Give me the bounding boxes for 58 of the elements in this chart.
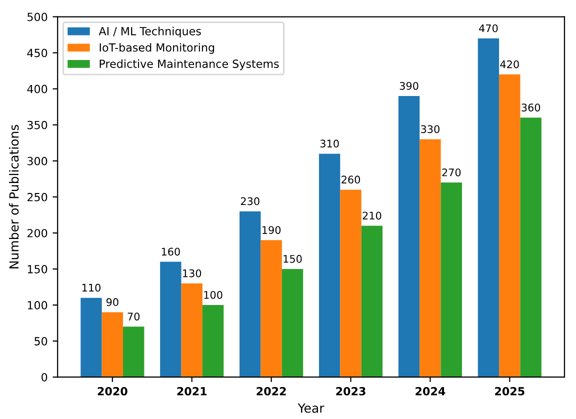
x-tick-label: 2020 (98, 387, 128, 396)
bar (499, 74, 520, 378)
data-label: 420 (500, 60, 519, 68)
data-label: 310 (320, 140, 339, 148)
data-label: 150 (284, 254, 302, 263)
x-tick-label: 2025 (495, 387, 524, 396)
bar (318, 154, 340, 378)
y-axis-title: Number of Publications (9, 124, 19, 268)
y-tick-label: 300 (28, 156, 48, 166)
data-label: 190 (262, 226, 281, 234)
x-tick-label: 2021 (177, 387, 207, 396)
data-label: 230 (240, 197, 260, 206)
data-label: 100 (204, 290, 222, 299)
y-tick-label: 100 (28, 301, 48, 310)
data-label: 360 (522, 104, 540, 112)
bar (340, 190, 362, 378)
bar (478, 38, 500, 378)
bar (102, 312, 124, 378)
x-tick-label: 2024 (416, 387, 446, 396)
data-label: 270 (442, 168, 461, 176)
bar (282, 269, 304, 378)
bar (420, 139, 441, 378)
y-tick-label: 0 (42, 373, 48, 382)
data-label: 130 (183, 269, 202, 278)
y-tick-label: 150 (28, 264, 48, 274)
bar (123, 326, 144, 378)
bar (520, 118, 542, 378)
bar (80, 298, 102, 378)
data-label: 470 (479, 24, 498, 32)
bar (240, 211, 261, 378)
data-label: 390 (400, 82, 418, 90)
x-tick-label: 2023 (336, 387, 366, 396)
y-tick-label: 200 (27, 228, 48, 238)
data-label: 260 (342, 176, 360, 184)
data-label: 330 (421, 125, 440, 134)
y-tick-label: 250 (27, 192, 48, 202)
y-tick-label: 50 (34, 337, 48, 346)
y-tick-label: 350 (28, 120, 48, 130)
legend-label: Predictive Maintenance Systems (100, 59, 279, 70)
x-axis-title: Year (298, 404, 324, 413)
bar (260, 240, 282, 378)
bar (361, 226, 383, 378)
legend-label: IoT-based Monitoring (100, 43, 214, 54)
bar (181, 283, 202, 378)
data-label: 110 (82, 284, 100, 292)
legend-label: AI / ML Techniques (98, 26, 201, 38)
y-tick-label: 400 (27, 84, 48, 94)
x-tick-label: 2022 (256, 387, 286, 396)
y-tick-label: 500 (28, 12, 48, 22)
bar (160, 262, 182, 378)
data-label: 160 (162, 248, 180, 256)
data-label: 70 (128, 312, 140, 320)
bar (202, 305, 224, 378)
data-label: 90 (106, 298, 118, 306)
y-tick-label: 450 (27, 48, 48, 58)
bar (398, 96, 420, 378)
data-label: 210 (362, 212, 382, 220)
bar (440, 182, 462, 378)
